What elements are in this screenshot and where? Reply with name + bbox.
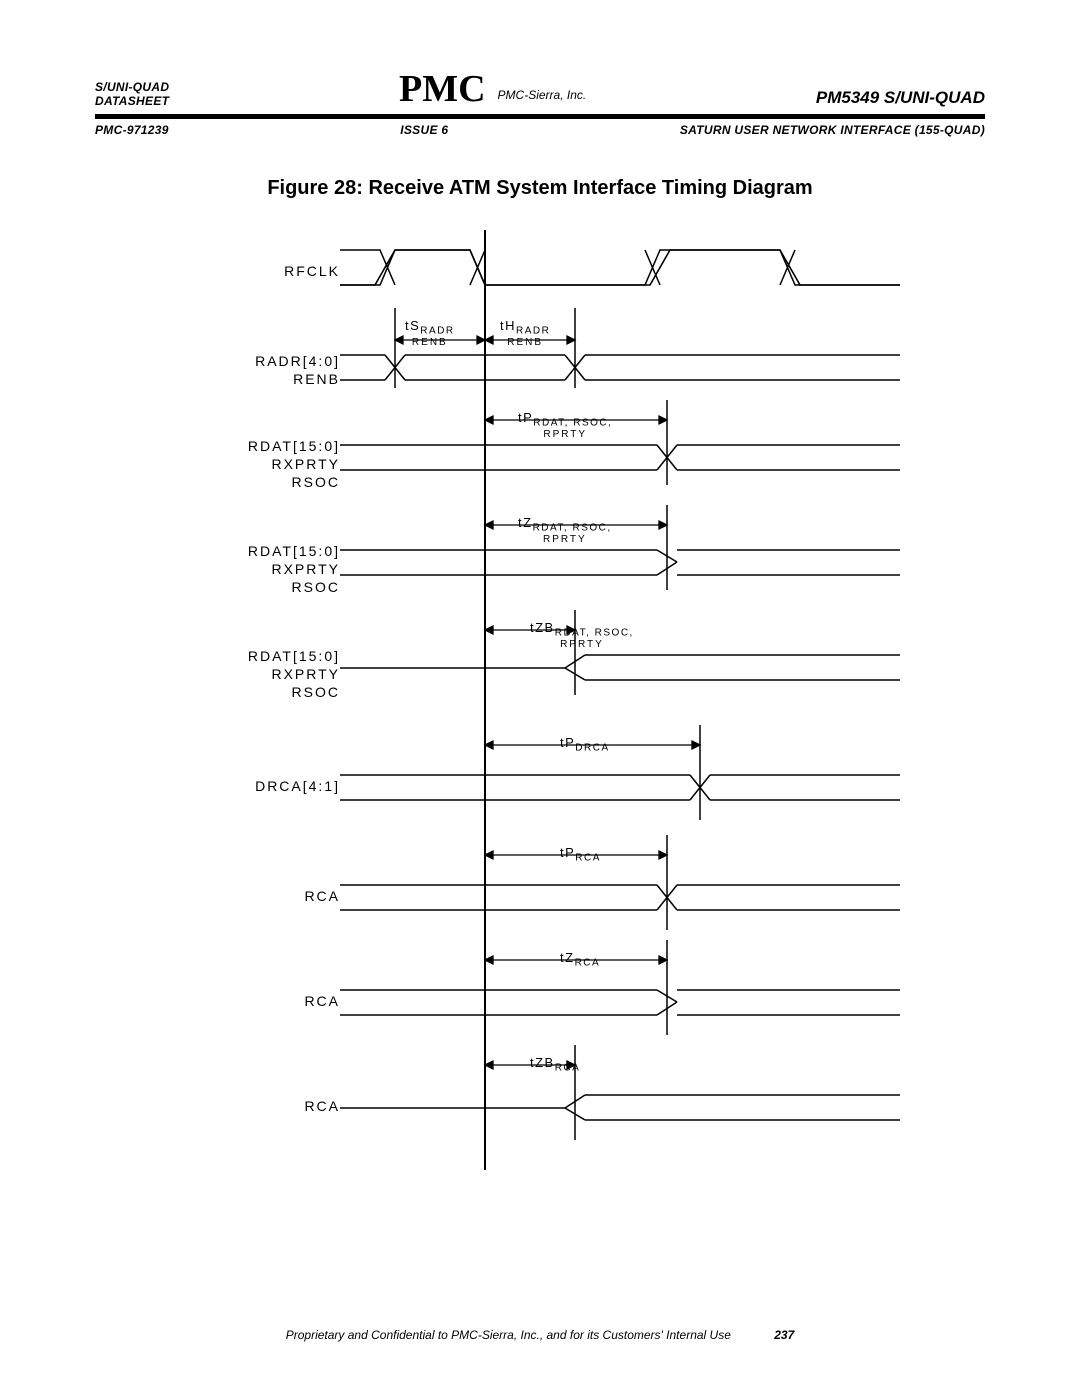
header-center: PMC PMC-Sierra, Inc. <box>399 70 586 108</box>
signal-label: RADR[4:0]RENB <box>255 352 340 388</box>
product-name: S/UNI-QUAD <box>95 80 169 94</box>
page-number: 237 <box>774 1328 794 1342</box>
doc-type: DATASHEET <box>95 94 169 108</box>
header-left: S/UNI-QUAD DATASHEET <box>95 80 169 108</box>
issue: ISSUE 6 <box>400 123 448 137</box>
timing-label: tZRDAT, RSOC,RPRTY <box>518 515 612 545</box>
timing-label: tZBRDAT, RSOC,RPRTY <box>530 620 634 650</box>
signal-label: RCA <box>304 1097 340 1115</box>
header-rule <box>95 114 985 119</box>
timing-label: tPRDAT, RSOC,RPRTY <box>518 410 612 440</box>
timing-diagram: RFCLK RADR[4:0]RENB RDAT[15:0]RXPRTYRSOC RD… <box>180 230 900 1180</box>
signal-label: RDAT[15:0]RXPRTYRSOC <box>248 647 340 702</box>
footer: Proprietary and Confidential to PMC-Sier… <box>0 1328 1080 1342</box>
signal-label: DRCA[4:1] <box>255 777 340 795</box>
company-name: PMC-Sierra, Inc. <box>498 88 587 102</box>
signal-label: RCA <box>304 992 340 1010</box>
timing-label: tPRCA <box>560 845 601 864</box>
timing-label: tSRADRRENB <box>405 318 455 348</box>
doc-subtitle: SATURN USER NETWORK INTERFACE (155-QUAD) <box>680 123 985 137</box>
timing-label: tPDRCA <box>560 735 610 754</box>
figure-title: Figure 28: Receive ATM System Interface … <box>95 177 985 200</box>
timing-label: tHRADRRENB <box>500 318 550 348</box>
footer-text: Proprietary and Confidential to PMC-Sier… <box>286 1328 731 1342</box>
timing-label: tZRCA <box>560 950 600 969</box>
signal-label: RCA <box>304 887 340 905</box>
logo-text: PMC <box>399 70 486 108</box>
part-number: PM5349 S/UNI-QUAD <box>816 88 985 108</box>
doc-id: PMC-971239 <box>95 123 169 137</box>
signal-label: RDAT[15:0]RXPRTYRSOC <box>248 437 340 492</box>
signal-label: RFCLK <box>284 262 340 280</box>
signal-label: RDAT[15:0]RXPRTYRSOC <box>248 542 340 597</box>
timing-label: tZBRCA <box>530 1055 580 1074</box>
